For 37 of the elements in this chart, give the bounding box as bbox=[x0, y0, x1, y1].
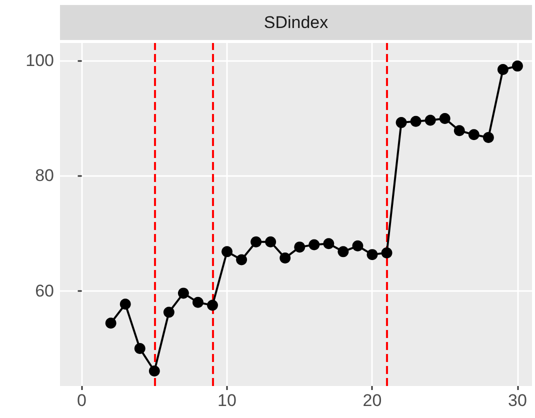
chart-title: SDindex bbox=[264, 13, 329, 32]
x-tick-label: 20 bbox=[362, 391, 382, 410]
point bbox=[396, 117, 407, 128]
point bbox=[250, 236, 262, 248]
point bbox=[338, 246, 349, 258]
point bbox=[207, 300, 218, 311]
x-tick-label: 30 bbox=[508, 391, 527, 410]
point bbox=[352, 240, 364, 252]
x-tick-label: 0 bbox=[77, 391, 87, 410]
point bbox=[120, 298, 131, 310]
point bbox=[439, 113, 450, 124]
point bbox=[134, 343, 146, 354]
y-tick-label: 80 bbox=[35, 166, 54, 186]
point bbox=[294, 242, 306, 253]
point bbox=[222, 246, 233, 258]
point bbox=[308, 239, 320, 250]
point bbox=[323, 238, 334, 250]
x-tick-label: 10 bbox=[218, 391, 236, 410]
point bbox=[497, 64, 508, 76]
point bbox=[468, 129, 480, 140]
point bbox=[512, 60, 523, 72]
y-tick-label: 60 bbox=[35, 281, 54, 300]
point bbox=[163, 306, 174, 318]
point bbox=[410, 116, 422, 127]
point bbox=[265, 236, 276, 248]
point bbox=[482, 132, 494, 144]
point bbox=[280, 252, 291, 264]
point bbox=[192, 296, 204, 308]
point bbox=[381, 247, 392, 258]
point bbox=[105, 318, 116, 329]
point bbox=[236, 254, 248, 266]
y-tick-label: 100 bbox=[26, 50, 54, 70]
point bbox=[366, 249, 378, 260]
point bbox=[178, 288, 189, 299]
point bbox=[424, 114, 436, 126]
point bbox=[148, 366, 160, 377]
point bbox=[454, 125, 465, 136]
